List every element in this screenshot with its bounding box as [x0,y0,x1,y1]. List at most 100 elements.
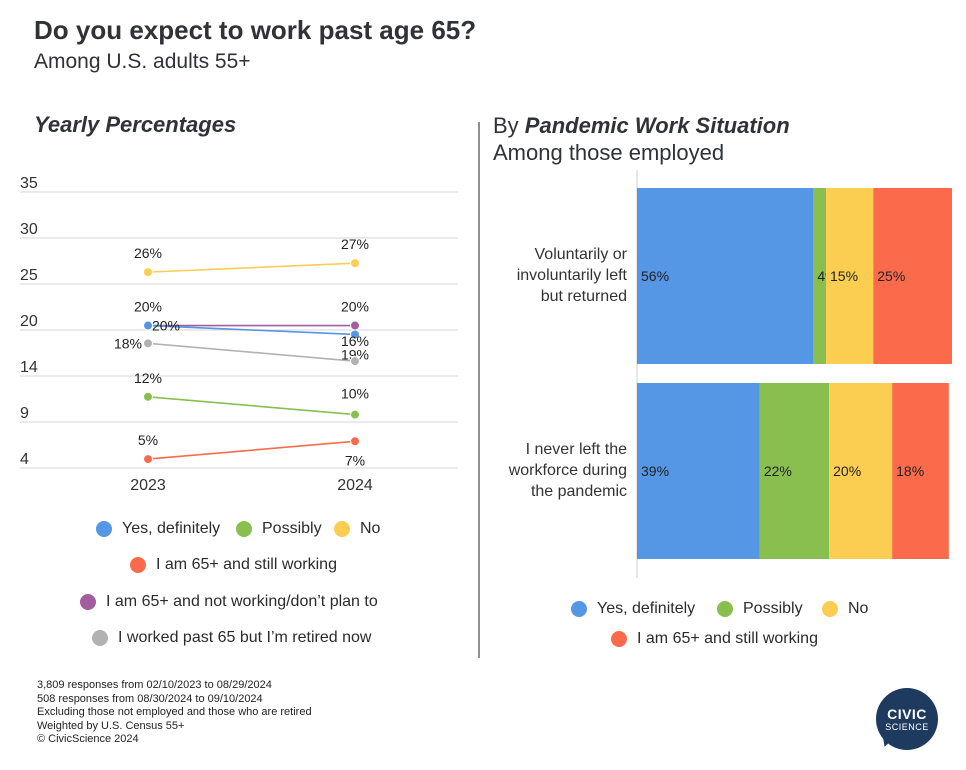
legend-item: I am 65+ and still working [611,630,818,648]
bar-segment-no [829,383,893,559]
legend-item: Yes, definitely [571,600,695,618]
data-point-not_working [350,320,360,331]
panel-divider [478,122,480,658]
legend-item: No [822,600,868,618]
legend-swatch [236,521,252,537]
chart-title: Do you expect to work past age 65? [34,15,477,45]
bar-segment-still_working [873,188,952,364]
data-label-yes: 19% [341,346,369,362]
legend-label: No [848,600,869,617]
series-line-possibly [147,395,356,416]
footnote-line: Excluding those not employed and those w… [37,706,312,718]
series-line-yes [147,324,356,336]
category-label: Voluntarily or [535,246,628,263]
bar-value-label: 20% [833,463,861,479]
category-label: I never left the [526,441,627,458]
bar-segment-yes [637,383,760,559]
x-tick-label: 2024 [337,477,373,494]
logo-line1: CIVIC [887,705,927,722]
legend-item: I am 65+ and still working [130,556,337,574]
legend-swatch [96,521,112,537]
legend-swatch [717,601,733,617]
legend-item: Possibly [717,600,803,618]
legend-swatch [822,601,838,617]
data-point-still_working [143,454,153,465]
legend-item: No [334,520,380,538]
legend-label: I am 65+ and still working [156,556,337,573]
footnote-line: 3,809 responses from 02/10/2023 to 08/29… [37,679,272,691]
bar-segment-still_working [892,383,949,559]
data-point-still_working [350,436,360,447]
data-point-retired [143,338,153,349]
bar-segment-possibly [813,188,826,364]
legend-item: I am 65+ and not working/don’t plan to [80,593,378,611]
category-label: workforce during [508,462,627,479]
legend-label: No [360,520,381,537]
legend-label: Yes, definitely [122,520,221,537]
data-label-yes: 20% [152,318,180,334]
footnote-line: Weighted by U.S. Census 55+ [37,719,185,732]
data-label-possibly: 12% [134,370,162,386]
legend-swatch [334,521,350,537]
legend-item: Possibly [236,520,322,538]
legend-label: Yes, definitely [597,600,696,617]
data-label-no: 27% [341,236,369,252]
series-line-still_working [147,440,356,460]
logo-line2: SCIENCE [885,721,929,732]
bar-value-label: 15% [830,268,858,284]
bar-value-label: 56% [641,268,669,284]
y-tick-label: 30 [20,221,38,238]
x-tick-label: 2023 [130,477,166,494]
data-point-no [350,258,360,269]
data-point-yes [143,320,153,331]
bar-value-label: 22% [764,463,792,479]
y-tick-label: 25 [20,267,38,284]
legend-label: I worked past 65 but I’m retired now [118,629,372,646]
legend-swatch [130,557,146,573]
data-label-not_working: 20% [341,299,369,315]
civicscience-logo: CIVIC SCIENCE [876,688,938,750]
left-panel-heading: Yearly Percentages [34,112,237,137]
data-point-possibly [350,409,360,420]
data-label-retired: 18% [114,335,142,351]
category-label: involuntarily left [517,267,628,284]
legend-swatch [571,601,587,617]
right-heading-emphasis: Pandemic Work Situation [524,113,790,138]
y-tick-label: 20 [20,313,38,330]
footnote-line: 508 responses from 08/30/2024 to 09/10/2… [37,692,263,705]
footnotes: 3,809 responses from 02/10/2023 to 08/29… [37,679,312,747]
data-point-yes [350,329,360,340]
bar-segment-no [826,188,874,364]
legend-label: I am 65+ and still working [637,630,818,647]
line-chart: 35 30 25 20 14 9 4 2023 2024 26% 27% 20% 20% 20% 19% 18… [20,175,458,494]
y-tick-label: 14 [20,359,38,376]
data-label-not_working: 20% [134,299,162,315]
bar-value-label: 39% [641,463,669,479]
legend-swatch [80,594,96,610]
data-label-no: 26% [134,245,162,261]
legend-item: I worked past 65 but I’m retired now [92,629,371,647]
legend-label: Possibly [743,600,803,617]
legend-label: Possibly [262,520,322,537]
bar-value-label: 25% [877,268,905,284]
data-label-still_working: 7% [345,452,365,468]
data-point-possibly [143,391,153,402]
footnote-line: © CivicScience 2024 [37,733,139,745]
data-label-still_working: 5% [138,432,158,448]
chart-subtitle: Among U.S. adults 55+ [34,50,251,73]
right-heading-prefix: By [493,113,525,138]
data-label-retired: 16% [341,333,369,349]
bar-value-label: 18% [896,463,924,479]
right-panel-heading: By Pandemic Work Situation Among those e… [493,112,790,166]
series-line-retired [147,342,356,362]
y-tick-label: 35 [20,175,38,192]
category-label: the pandemic [531,483,627,500]
legend-label: I am 65+ and not working/don’t plan to [106,593,378,610]
legend-swatch [92,630,108,646]
data-point-no [143,267,153,278]
category-label: but returned [541,288,627,305]
right-heading-line2: Among those employed [493,140,725,165]
data-point-retired [350,356,360,367]
bar-segment-possibly [759,383,830,559]
